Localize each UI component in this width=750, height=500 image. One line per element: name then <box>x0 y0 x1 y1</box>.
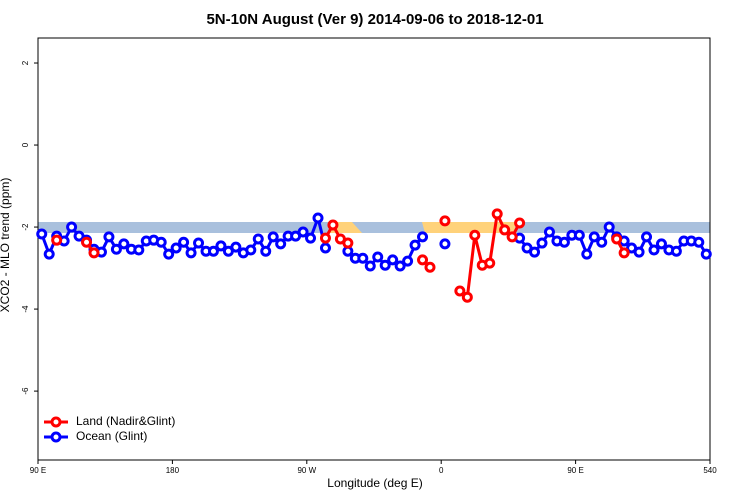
data-point <box>641 231 653 243</box>
data-point <box>319 242 331 254</box>
legend-label: Ocean (Glint) <box>76 429 147 443</box>
data-point <box>133 244 145 256</box>
legend-marker <box>50 431 62 443</box>
data-point <box>424 261 436 273</box>
data-point <box>700 248 712 260</box>
data-point <box>357 252 369 264</box>
data-point <box>51 234 63 246</box>
data-point <box>364 260 376 272</box>
data-point <box>506 231 518 243</box>
data-point <box>491 208 503 220</box>
data-point <box>88 247 100 259</box>
data-point <box>103 231 115 243</box>
data-point <box>499 224 511 236</box>
data-point <box>439 215 451 227</box>
data-point <box>618 247 630 259</box>
data-point <box>514 217 526 229</box>
data-point <box>394 260 406 272</box>
data-point <box>536 237 548 249</box>
data-point <box>529 246 541 258</box>
x-tick-label: 540 <box>703 466 717 475</box>
x-tick-label: 90 E <box>30 466 46 475</box>
data-point <box>207 245 219 257</box>
data-point <box>603 221 615 233</box>
data-point <box>409 239 421 251</box>
data-point <box>372 251 384 263</box>
data-point <box>693 236 705 248</box>
data-point <box>252 233 264 245</box>
data-point <box>417 254 429 266</box>
data-point <box>461 291 473 303</box>
y-axis-label: XCO2 - MLO trend (ppm) <box>0 178 12 313</box>
data-point <box>66 221 78 233</box>
legend-label: Land (Nadir&Glint) <box>76 414 175 428</box>
data-point <box>379 259 391 271</box>
data-point <box>648 244 660 256</box>
data-point <box>110 243 122 255</box>
data-point <box>185 247 197 259</box>
data-point <box>193 237 205 249</box>
data-point <box>454 285 466 297</box>
data-point <box>342 237 354 249</box>
data-point <box>170 242 182 254</box>
data-point <box>543 226 555 238</box>
data-point <box>297 226 309 238</box>
x-tick-label: 0 <box>439 466 444 475</box>
x-tick-label: 90 E <box>567 466 583 475</box>
data-point <box>670 245 682 257</box>
y-tick-label: -2 <box>21 223 30 231</box>
data-point <box>267 231 279 243</box>
y-tick-label: 2 <box>21 60 30 65</box>
plot-frame <box>37 37 711 461</box>
x-tick-label: 90 W <box>297 466 316 475</box>
data-point <box>178 236 190 248</box>
data-point <box>596 236 608 248</box>
data-point <box>484 257 496 269</box>
data-point <box>230 241 242 253</box>
data-point <box>163 248 175 260</box>
y-tick-label: -4 <box>21 305 30 313</box>
data-point <box>655 238 667 250</box>
y-tick-label: -6 <box>21 387 30 395</box>
data-point <box>581 248 593 260</box>
data-point <box>275 238 287 250</box>
data-point <box>319 232 331 244</box>
x-tick-label: 180 <box>166 466 180 475</box>
data-point <box>36 228 48 240</box>
data-point <box>312 212 324 224</box>
data-point <box>633 246 645 258</box>
data-point <box>417 231 429 243</box>
data-point <box>155 236 167 248</box>
data-point <box>260 245 272 257</box>
data-point <box>327 219 339 231</box>
data-point <box>439 238 451 250</box>
data-point <box>215 240 227 252</box>
chart-title: 5N-10N August (Ver 9) 2014-09-06 to 2018… <box>206 11 543 28</box>
data-point <box>573 229 585 241</box>
data-point <box>611 233 623 245</box>
data-point <box>387 254 399 266</box>
y-tick-label: 0 <box>21 142 30 147</box>
data-point <box>588 231 600 243</box>
data-point <box>305 232 317 244</box>
reference-band <box>38 222 710 233</box>
data-point <box>118 238 130 250</box>
legend-marker <box>50 416 62 428</box>
data-point <box>245 244 257 256</box>
data-point <box>81 236 93 248</box>
data-point <box>558 236 570 248</box>
data-point <box>469 229 481 241</box>
data-point <box>43 248 55 260</box>
x-axis-label: Longitude (deg E) <box>327 476 422 490</box>
data-point <box>402 255 414 267</box>
